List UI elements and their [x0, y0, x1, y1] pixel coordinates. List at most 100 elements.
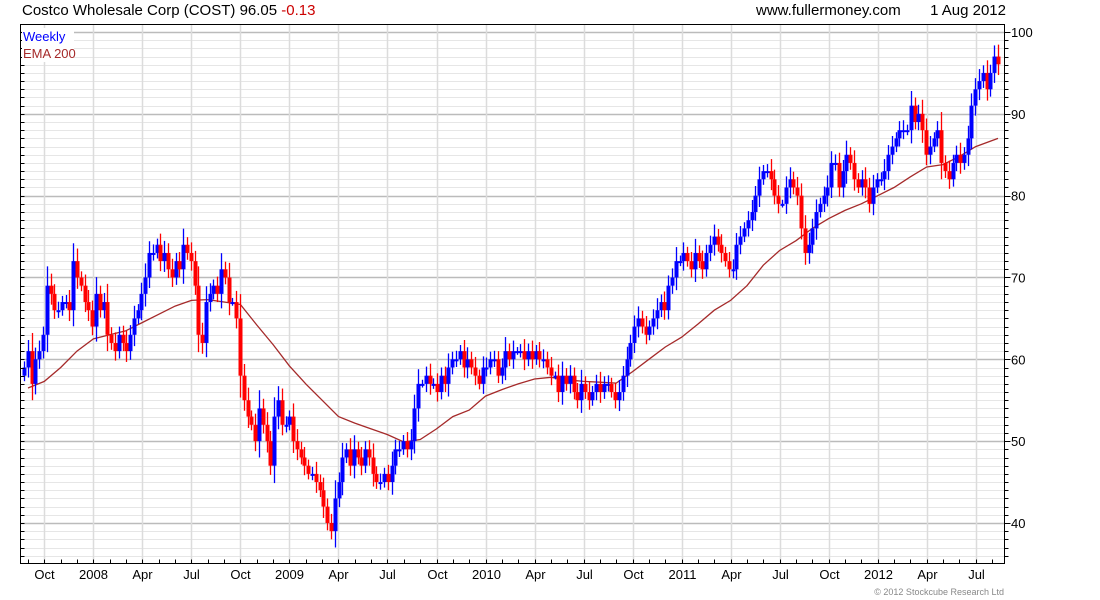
candle-body: [41, 334, 46, 352]
candle-down: [299, 441, 304, 465]
candle-body: [617, 392, 622, 401]
candle-down: [67, 290, 72, 322]
candle-down: [776, 185, 781, 214]
candle-body: [727, 261, 732, 270]
candle-up: [333, 480, 338, 548]
candle-body: [71, 261, 76, 311]
candle-body: [644, 326, 649, 335]
candle-body: [632, 326, 637, 343]
candle-body: [503, 351, 508, 368]
candle-up: [147, 241, 152, 289]
candle-body: [526, 351, 531, 360]
candle-up: [287, 410, 292, 431]
candle-body: [90, 310, 95, 327]
candle-body: [75, 261, 80, 278]
candle-up: [757, 166, 762, 208]
candle-body: [473, 367, 478, 376]
candle-body: [465, 359, 470, 368]
candle-down: [587, 381, 592, 410]
candle-body: [79, 277, 84, 286]
candle-body: [329, 522, 334, 532]
x-tick-label: Oct: [34, 567, 55, 582]
candle-body: [985, 72, 990, 90]
x-tick-label: 2009: [275, 567, 304, 582]
candle-body: [113, 342, 118, 352]
price-change: -0.13: [281, 2, 315, 19]
candle-body: [22, 367, 27, 376]
candle-down: [318, 474, 323, 498]
candle-up: [45, 266, 50, 353]
candle-body: [177, 261, 182, 270]
candle-body: [443, 375, 448, 384]
candle-down: [302, 446, 307, 476]
candle-body: [94, 293, 99, 327]
candle-body: [750, 212, 755, 221]
candle-body: [64, 302, 69, 305]
candle-up: [814, 199, 819, 240]
candle-down: [716, 228, 721, 252]
candle-body: [166, 252, 171, 270]
candle-body: [564, 375, 569, 384]
legend-weekly: Weekly: [23, 29, 66, 44]
candle-body: [371, 457, 376, 474]
candle-body: [772, 179, 777, 196]
candle-body: [628, 342, 633, 360]
candle-body: [265, 424, 270, 442]
candle-body: [962, 154, 967, 163]
candle-body: [575, 392, 580, 401]
candle-down: [321, 477, 326, 518]
candle-up: [204, 286, 209, 358]
candle-up: [988, 64, 993, 97]
candle-up: [753, 186, 758, 221]
candle-up: [431, 378, 436, 389]
candle-up: [416, 369, 421, 422]
candle-body: [844, 154, 849, 172]
candle-down: [79, 271, 84, 292]
candle-body: [757, 179, 762, 196]
candle-body: [708, 244, 713, 253]
candle-up: [219, 253, 224, 309]
candle-body: [886, 154, 891, 172]
candle-body: [367, 449, 372, 458]
candle-up: [833, 154, 838, 171]
candle-body: [458, 351, 463, 360]
candle-body: [568, 375, 573, 384]
candle-body: [45, 285, 50, 335]
candle-up: [439, 367, 444, 400]
candle-body: [409, 441, 414, 450]
candle-down: [958, 142, 963, 174]
candle-up: [424, 366, 429, 393]
candle-body: [825, 187, 830, 196]
candle-body: [284, 424, 289, 427]
candle-body: [49, 285, 54, 294]
candle-body: [988, 72, 993, 90]
candle-body: [954, 154, 959, 163]
candle-up: [272, 397, 277, 484]
candle-up: [879, 172, 884, 186]
candle-up: [651, 309, 656, 335]
candle-body: [60, 302, 65, 311]
candle-down: [837, 152, 842, 197]
candle-down: [314, 461, 319, 493]
candle-body: [33, 359, 38, 384]
candle-body: [670, 277, 675, 286]
candle-down: [575, 382, 580, 409]
candle-up: [954, 145, 959, 172]
candle-up: [382, 467, 387, 488]
candle-down: [537, 342, 542, 368]
copyright-notice: © 2012 Stockcube Research Ltd: [874, 587, 1004, 597]
candle-body: [545, 359, 550, 368]
candle-down: [124, 330, 129, 362]
candle-down: [947, 160, 952, 189]
x-tick-label: Jul: [183, 567, 200, 582]
candle-up: [590, 385, 595, 406]
candle-body: [374, 473, 379, 483]
candle-body: [67, 302, 72, 311]
y-tick-label: 60: [1011, 352, 1025, 367]
candle-body: [185, 244, 190, 253]
candle-down: [30, 332, 35, 401]
candle-body: [352, 449, 357, 466]
candle-up: [841, 159, 846, 198]
candle-body: [875, 179, 880, 188]
